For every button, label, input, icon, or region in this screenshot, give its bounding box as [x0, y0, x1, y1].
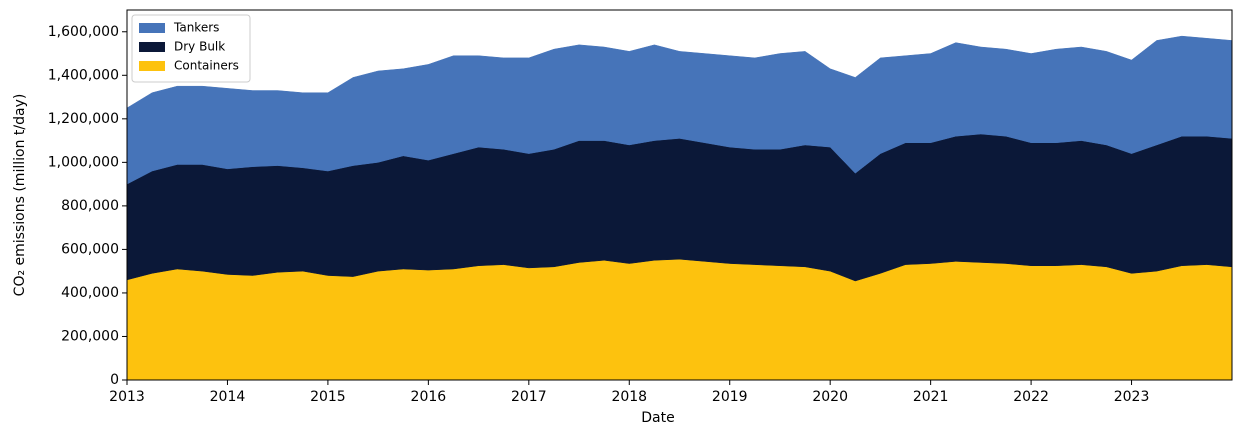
x-tick-label: 2021 — [913, 389, 949, 405]
x-tick-label: 2023 — [1114, 389, 1150, 405]
y-tick-label: 0 — [110, 372, 119, 388]
legend-label: Dry Bulk — [174, 40, 225, 54]
x-axis-label: Date — [641, 410, 674, 426]
legend-swatch — [139, 42, 165, 52]
x-tick-label: 2019 — [712, 389, 748, 405]
x-tick-label: 2018 — [611, 389, 647, 405]
x-tick-label: 2014 — [210, 389, 246, 405]
y-tick-label: 200,000 — [61, 328, 119, 344]
y-tick-label: 1,400,000 — [48, 67, 119, 83]
y-tick-label: 800,000 — [61, 198, 119, 214]
legend-label: Containers — [174, 59, 239, 73]
y-tick-label: 600,000 — [61, 241, 119, 257]
x-tick-label: 2016 — [411, 389, 447, 405]
x-tick-label: 2020 — [812, 389, 848, 405]
plot-frame — [126, 9, 1233, 381]
area — [126, 258, 1233, 381]
legend: Tankers Dry Bulk Containers — [131, 14, 251, 83]
legend-swatch — [139, 23, 165, 33]
x-tick-label: 2017 — [511, 389, 547, 405]
x-tick-label: 2015 — [310, 389, 346, 405]
y-tick-label: 400,000 — [61, 285, 119, 301]
y-tick-label: 1,600,000 — [48, 24, 119, 40]
y-tick-label: 1,200,000 — [48, 111, 119, 127]
y-tick-label: 1,000,000 — [48, 154, 119, 170]
x-tick-label: 2013 — [109, 389, 145, 405]
legend-swatch — [139, 61, 165, 71]
legend-label: Tankers — [173, 21, 219, 35]
y-axis-label: CO₂ emissions (million t/day) — [12, 94, 28, 297]
x-tick-label: 2022 — [1013, 389, 1049, 405]
